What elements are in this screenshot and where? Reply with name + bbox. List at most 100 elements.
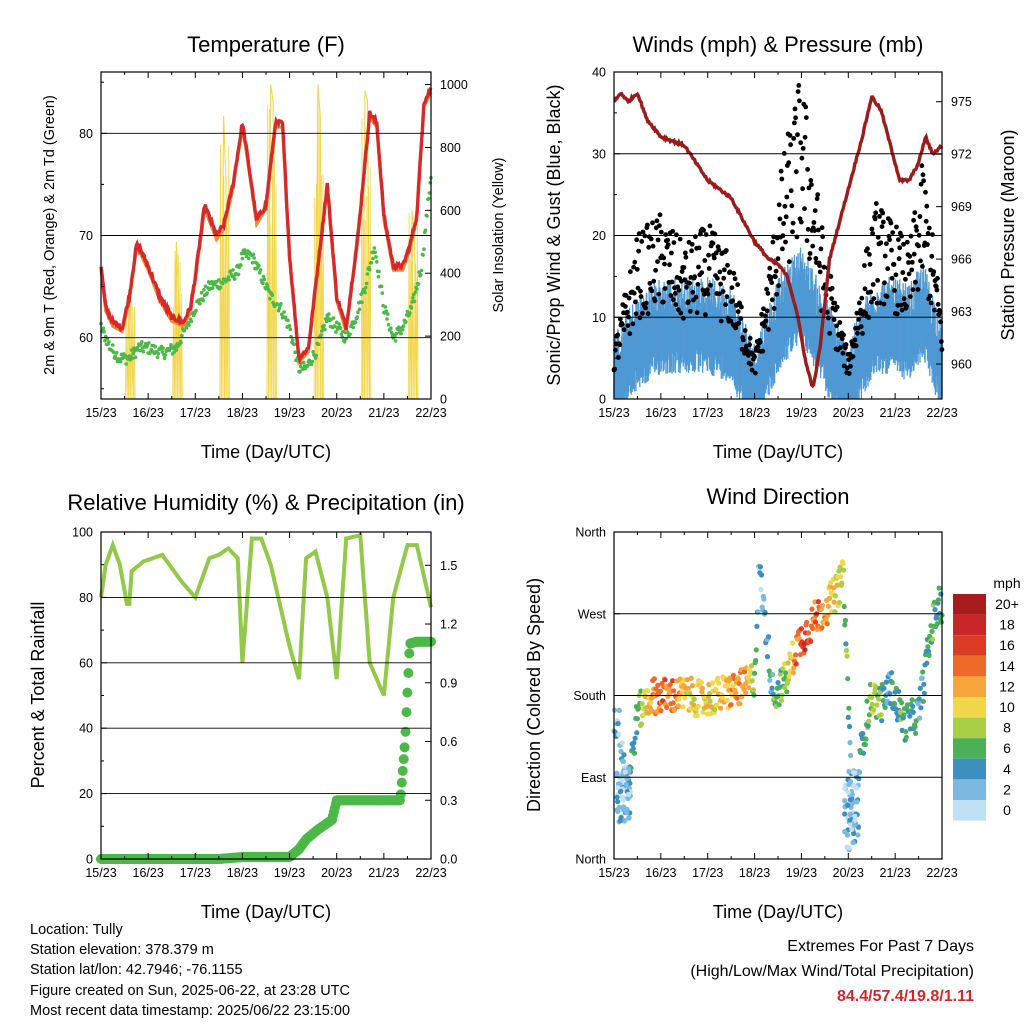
solar-spike (407, 212, 411, 400)
gust-point (882, 253, 888, 259)
dewpoint-point (364, 281, 369, 286)
dewpoint-point (172, 350, 176, 355)
direction-point (667, 682, 673, 688)
solar-spike (274, 184, 278, 400)
gust-point (881, 301, 887, 307)
direction-point (644, 688, 651, 694)
direction-point (782, 685, 788, 691)
direction-point (688, 675, 694, 681)
gust-point (670, 297, 676, 303)
dewpoint-point (374, 255, 378, 259)
y2-tick-label: 960 (951, 358, 972, 372)
gust-point (900, 270, 906, 275)
gust-point (829, 285, 835, 291)
direction-point (752, 670, 758, 676)
direction-point (837, 564, 843, 570)
gust-point (793, 169, 799, 175)
gust-point (640, 310, 645, 316)
dewpoint-point (310, 359, 315, 364)
gust-point (733, 325, 739, 331)
gust-point (912, 210, 918, 216)
winds-ylabel-right: Station Pressure (Maroon) (998, 129, 1018, 340)
precip-point (401, 707, 412, 718)
direction-point (625, 791, 632, 798)
direction-point (925, 648, 932, 654)
gust-point (616, 355, 621, 360)
gust-point (747, 335, 753, 341)
gust-point (897, 245, 903, 251)
gust-point (764, 286, 769, 292)
solar-spike (173, 250, 177, 400)
direction-point (876, 696, 882, 702)
gust-point (693, 234, 698, 240)
dewpoint-point (394, 331, 399, 336)
direction-point (901, 712, 907, 718)
direction-point (823, 616, 829, 623)
legend-swatch (953, 655, 986, 677)
direction-point (843, 647, 850, 654)
gust-point (650, 220, 655, 226)
gust-point (694, 310, 700, 315)
direction-point (670, 700, 676, 706)
gust-point (660, 299, 666, 305)
gust-point (878, 240, 884, 246)
gust-point (815, 192, 821, 198)
gust-point (716, 247, 722, 253)
gust-point (853, 343, 859, 349)
dewpoint-point (380, 291, 385, 295)
direction-point (622, 769, 629, 775)
x-tick-label: 22/23 (415, 406, 446, 420)
gust-point (759, 311, 764, 317)
direction-point (694, 712, 700, 719)
gust-point (834, 323, 839, 329)
legend-label: 18 (999, 617, 1015, 633)
y2-tick-label: 0.3 (440, 794, 457, 808)
direction-point (617, 818, 623, 824)
dewpoint-point (217, 278, 221, 282)
dewpoint-point (232, 277, 237, 281)
legend-label: 8 (1003, 720, 1011, 736)
direction-point (873, 684, 879, 690)
direction-point (847, 797, 853, 803)
direction-point (615, 799, 621, 805)
solar-spike (269, 224, 273, 400)
gust-point (887, 237, 892, 243)
dewpoint-point (131, 351, 135, 356)
direction-point (840, 561, 846, 567)
gust-point (793, 115, 798, 121)
gust-point (699, 270, 705, 275)
gust-point (752, 354, 757, 360)
dewpoint-point (187, 323, 191, 327)
temperature-xlabel: Time (Day/UTC) (201, 442, 331, 462)
gust-point (889, 247, 894, 253)
humidity-ylabel-left: Percent & Total Rainfall (28, 602, 48, 789)
gust-point (932, 307, 937, 313)
dewpoint-point (292, 342, 297, 347)
solar-spike (221, 230, 224, 400)
dewpoint-point (107, 340, 111, 344)
direction-point (762, 609, 768, 616)
direction-point (912, 724, 918, 730)
dewpoint-point (373, 250, 378, 255)
direction-point (761, 596, 767, 602)
direction-point (657, 688, 663, 694)
gust-point (669, 279, 675, 285)
dewpoint-point (360, 300, 364, 305)
direction-point (707, 698, 713, 704)
solar-spike (172, 306, 175, 400)
dewpoint-point (102, 330, 106, 334)
direction-point (620, 807, 627, 813)
gust-point (829, 296, 834, 301)
direction-point (903, 734, 909, 741)
gust-point (843, 342, 849, 348)
dewpoint-point (376, 275, 381, 279)
direction-point (921, 681, 927, 687)
y2-tick-label: 975 (951, 95, 972, 109)
x-tick-label: 18/23 (227, 406, 258, 420)
figure-created: Figure created on Sun, 2025-06-22, at 23… (30, 982, 350, 999)
gust-point (717, 269, 723, 275)
dewpoint-point (252, 256, 256, 260)
dewpoint-point (130, 356, 135, 361)
direction-point (935, 597, 942, 603)
